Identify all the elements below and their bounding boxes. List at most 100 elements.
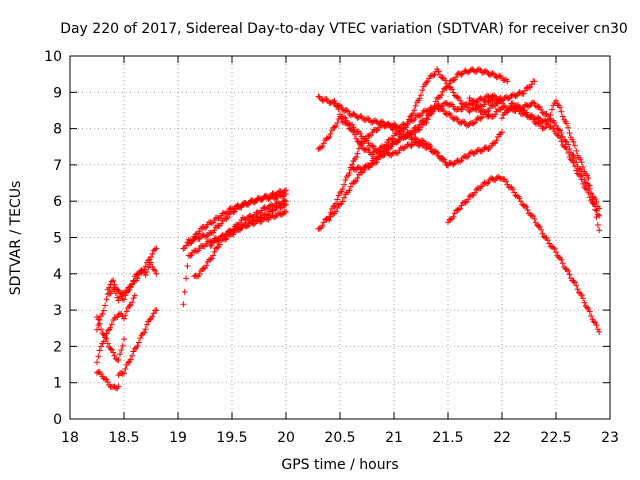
data-point — [103, 376, 110, 383]
data-point — [224, 214, 231, 221]
data-point — [341, 107, 348, 114]
data-point — [578, 159, 585, 166]
data-point — [547, 111, 554, 118]
data-point — [152, 267, 159, 274]
data-point — [535, 103, 542, 110]
data-point — [138, 332, 145, 339]
data-point — [337, 201, 343, 208]
data-point — [381, 123, 388, 130]
data-point — [530, 213, 537, 220]
data-point — [146, 316, 153, 323]
data-point — [593, 214, 600, 221]
data-point — [544, 237, 551, 244]
data-point — [324, 135, 331, 142]
data-point — [457, 71, 464, 78]
data-point — [415, 124, 422, 131]
data-point — [219, 232, 226, 239]
data-point — [499, 115, 505, 122]
data-point — [366, 132, 373, 139]
data-point — [455, 206, 462, 213]
data-point — [411, 139, 418, 146]
data-point — [463, 198, 470, 205]
data-point — [524, 207, 531, 214]
data-point — [542, 124, 549, 131]
data-point — [457, 205, 464, 212]
data-point — [98, 343, 105, 350]
data-point — [134, 275, 141, 282]
data-point — [557, 127, 564, 134]
data-point — [423, 144, 430, 151]
data-point — [351, 178, 358, 185]
data-point — [119, 370, 126, 377]
data-point — [580, 163, 586, 170]
data-point — [104, 379, 111, 386]
data-point — [451, 92, 458, 99]
series-track-3 — [94, 369, 122, 392]
data-point — [116, 351, 123, 358]
data-point — [343, 117, 350, 124]
data-point — [150, 310, 157, 317]
data-point — [392, 121, 399, 128]
data-point — [478, 183, 485, 190]
data-marks — [94, 66, 603, 392]
data-point — [440, 107, 447, 114]
data-point — [558, 108, 565, 115]
data-point — [493, 137, 500, 144]
data-point — [565, 149, 572, 156]
series-track-17 — [347, 78, 538, 173]
data-point — [566, 271, 573, 278]
data-point — [112, 290, 119, 297]
x-tick-label: 18.5 — [108, 430, 139, 446]
x-tick-label: 19.5 — [216, 430, 247, 446]
data-point — [318, 144, 325, 151]
data-point — [585, 189, 592, 196]
data-point — [127, 301, 134, 308]
data-point — [277, 201, 284, 208]
data-point — [563, 266, 570, 273]
data-point — [103, 335, 110, 342]
data-point — [102, 302, 109, 309]
series-track-5 — [94, 314, 127, 364]
data-point — [319, 143, 326, 150]
data-point — [594, 222, 601, 229]
data-point — [575, 171, 582, 178]
data-point — [95, 316, 102, 323]
data-point — [218, 220, 225, 227]
data-point — [353, 177, 360, 184]
data-point — [472, 189, 478, 196]
data-point — [588, 190, 595, 197]
data-point — [139, 330, 146, 337]
data-point — [106, 284, 113, 291]
data-point — [554, 132, 561, 139]
data-point — [347, 183, 354, 190]
data-point — [183, 275, 190, 282]
data-point — [354, 164, 361, 171]
data-point — [584, 172, 591, 179]
data-point — [416, 113, 423, 120]
data-point — [115, 357, 122, 364]
y-tick-label: 2 — [53, 339, 62, 355]
data-point — [319, 222, 326, 229]
data-point — [567, 156, 574, 163]
data-point — [582, 303, 589, 310]
data-point — [531, 215, 538, 222]
data-point — [111, 352, 118, 359]
data-point — [457, 158, 464, 165]
data-point — [127, 356, 134, 363]
data-point — [122, 292, 129, 299]
data-point — [116, 289, 123, 296]
data-point — [374, 156, 381, 163]
data-point — [100, 307, 107, 314]
data-point — [521, 202, 528, 209]
data-point — [327, 99, 334, 106]
data-point — [123, 289, 130, 296]
data-point — [107, 345, 114, 352]
data-point — [517, 89, 524, 96]
data-point — [334, 204, 341, 211]
data-point — [458, 202, 465, 209]
y-tick-label: 9 — [53, 85, 62, 101]
axis-ticks — [69, 55, 611, 420]
data-point — [565, 267, 572, 274]
data-point — [531, 78, 538, 85]
data-point — [462, 199, 469, 206]
